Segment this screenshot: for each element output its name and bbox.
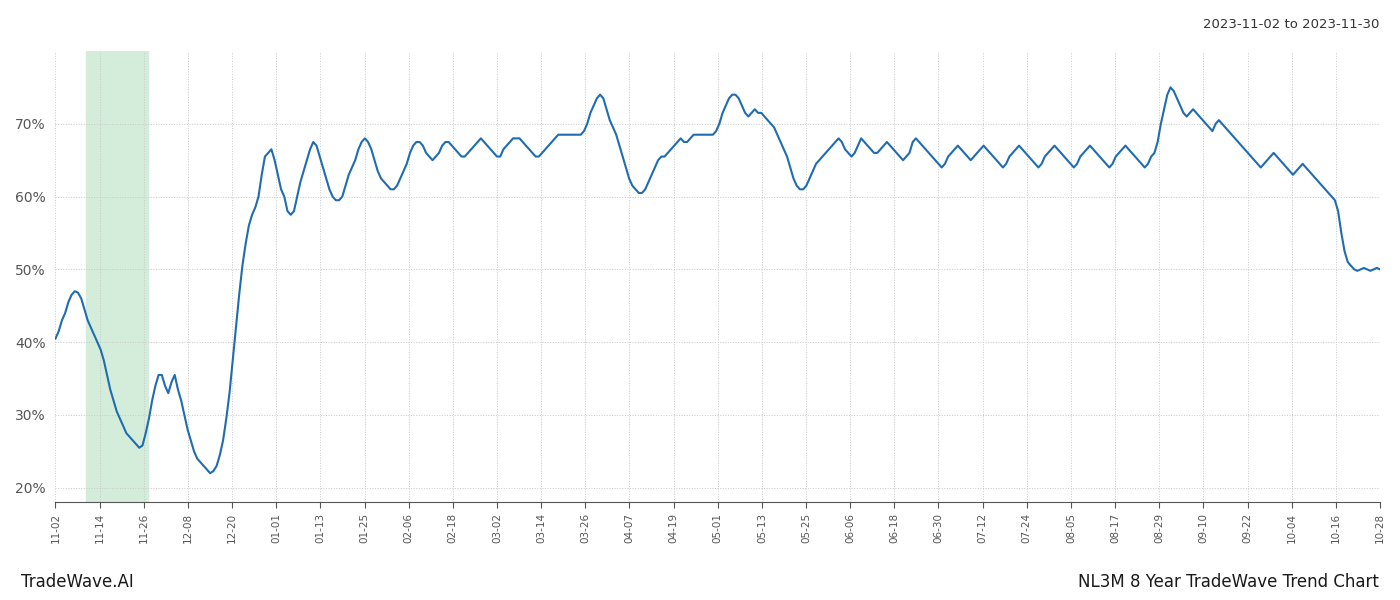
Text: TradeWave.AI: TradeWave.AI: [21, 573, 134, 591]
Text: 2023-11-02 to 2023-11-30: 2023-11-02 to 2023-11-30: [1203, 18, 1379, 31]
Bar: [87, 51, 148, 502]
Text: NL3M 8 Year TradeWave Trend Chart: NL3M 8 Year TradeWave Trend Chart: [1078, 573, 1379, 591]
